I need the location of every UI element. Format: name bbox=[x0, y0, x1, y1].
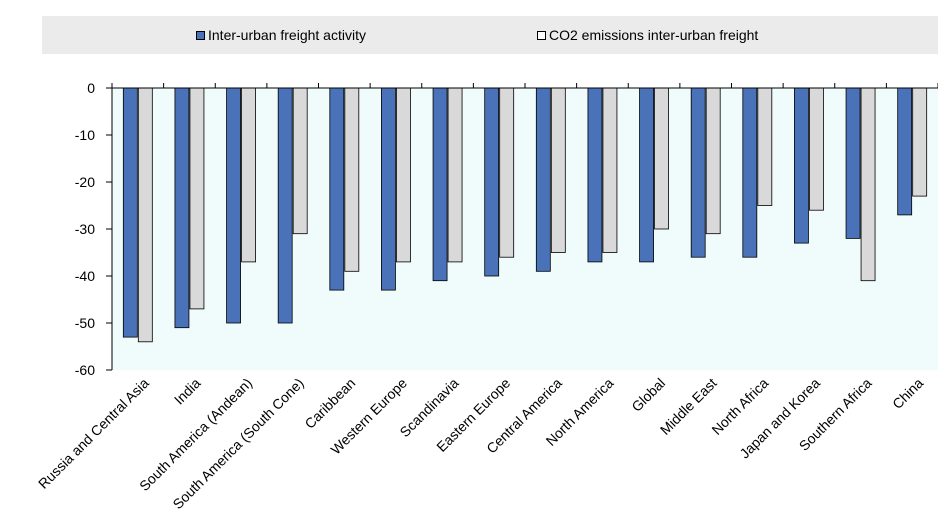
y-tick-label: -50 bbox=[75, 315, 95, 331]
y-tick-label: -30 bbox=[75, 221, 95, 237]
legend-label-freight-activity: Inter-urban freight activity bbox=[208, 27, 366, 43]
bar-co2-emissions-inter-urban-freight-southern-africa bbox=[860, 87, 876, 282]
bar-inter-urban-freight-activity-central-america bbox=[535, 87, 551, 272]
x-tick-label-russia-and-central-asia: Russia and Central Asia bbox=[35, 375, 152, 492]
legend-item-freight-activity: Inter-urban freight activity bbox=[196, 27, 366, 43]
y-tick-label: -40 bbox=[75, 268, 95, 284]
bar-co2-emissions-inter-urban-freight-global bbox=[654, 87, 669, 230]
legend-swatch-co2-emissions bbox=[537, 30, 546, 40]
y-tick-label: -20 bbox=[75, 174, 95, 190]
bar-inter-urban-freight-activity-north-america bbox=[587, 87, 603, 263]
y-tick-label: 0 bbox=[87, 80, 95, 96]
bar-co2-emissions-inter-urban-freight-middle-east bbox=[705, 87, 721, 235]
bar-inter-urban-freight-activity-south-america-south-cone bbox=[277, 87, 293, 324]
bar-inter-urban-freight-activity-china bbox=[897, 87, 913, 216]
bar-inter-urban-freight-activity-caribbean bbox=[329, 87, 345, 291]
bar-co2-emissions-inter-urban-freight-japan-and-korea bbox=[809, 87, 824, 211]
bar-inter-urban-freight-activity-southern-africa bbox=[845, 87, 861, 239]
bar-co2-emissions-inter-urban-freight-south-america-south-cone bbox=[292, 87, 308, 235]
bar-inter-urban-freight-activity-middle-east bbox=[690, 87, 706, 258]
bar-co2-emissions-inter-urban-freight-north-america bbox=[602, 87, 618, 253]
bar-co2-emissions-inter-urban-freight-caribbean bbox=[344, 87, 360, 272]
bar-inter-urban-freight-activity-scandinavia bbox=[432, 87, 448, 282]
bar-co2-emissions-inter-urban-freight-south-america-andean bbox=[241, 87, 256, 263]
y-tick-label: -60 bbox=[75, 362, 95, 378]
x-tick-label-india: India bbox=[171, 375, 204, 408]
bar-inter-urban-freight-activity-global bbox=[639, 87, 654, 263]
bar-inter-urban-freight-activity-india bbox=[174, 87, 190, 329]
bar-inter-urban-freight-activity-eastern-europe bbox=[484, 87, 500, 277]
bar-co2-emissions-inter-urban-freight-eastern-europe bbox=[499, 87, 515, 258]
y-tick-label: -10 bbox=[75, 127, 95, 143]
bar-co2-emissions-inter-urban-freight-scandinavia bbox=[447, 87, 463, 263]
bar-inter-urban-freight-activity-south-america-andean bbox=[226, 87, 241, 324]
x-tick-label-global: Global bbox=[628, 375, 668, 415]
bar-inter-urban-freight-activity-western-europe bbox=[381, 87, 396, 291]
bar-inter-urban-freight-activity-japan-and-korea bbox=[794, 87, 809, 244]
bar-co2-emissions-inter-urban-freight-russia-and-central-asia bbox=[137, 87, 153, 343]
bar-inter-urban-freight-activity-russia-and-central-asia bbox=[122, 87, 138, 338]
legend-label-co2-emissions: CO2 emissions inter-urban freight bbox=[549, 27, 759, 43]
bar-co2-emissions-inter-urban-freight-western-europe bbox=[396, 87, 411, 263]
bar-co2-emissions-inter-urban-freight-central-america bbox=[550, 87, 566, 253]
bar-inter-urban-freight-activity-north-africa bbox=[742, 87, 758, 258]
legend-item-co2-emissions: CO2 emissions inter-urban freight bbox=[537, 27, 758, 43]
legend: Inter-urban freight activity CO2 emissio… bbox=[42, 16, 938, 54]
legend-swatch-freight-activity bbox=[196, 30, 205, 40]
bar-co2-emissions-inter-urban-freight-china bbox=[912, 87, 928, 197]
x-tick-label-china: China bbox=[889, 375, 926, 412]
bar-co2-emissions-inter-urban-freight-north-africa bbox=[757, 87, 773, 206]
bar-co2-emissions-inter-urban-freight-india bbox=[189, 87, 205, 310]
